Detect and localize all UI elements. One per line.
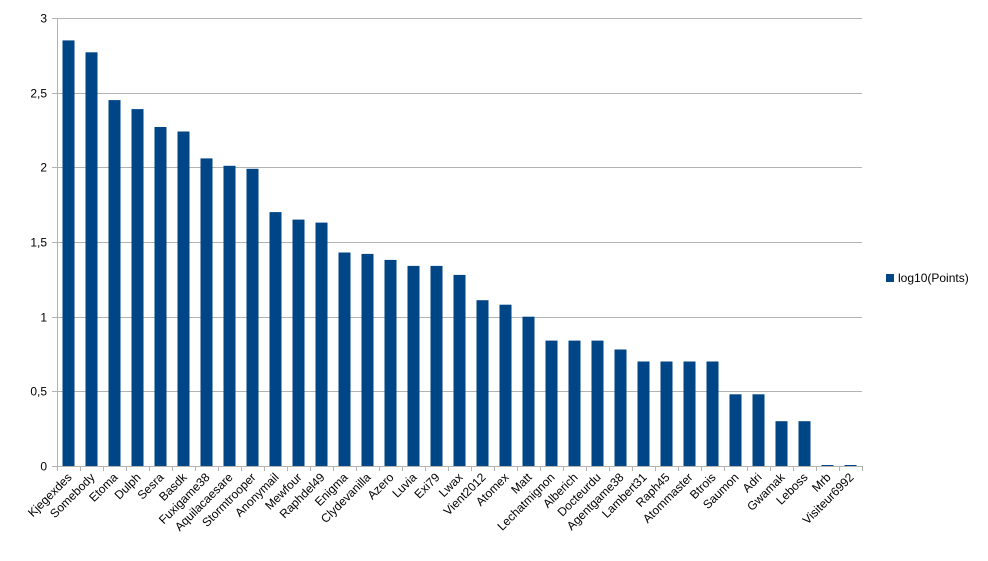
legend-label-log10-points: log10(Points) bbox=[898, 271, 969, 285]
bar-visiteur6992 bbox=[844, 465, 857, 466]
x-tick-label: Azero bbox=[365, 470, 397, 502]
bar-stormtrooper bbox=[246, 168, 259, 467]
bar-btrois bbox=[706, 361, 719, 466]
y-tick-label: 1,5 bbox=[30, 236, 47, 250]
bar-fuxigame38 bbox=[200, 158, 213, 466]
bar-alberich bbox=[568, 340, 581, 466]
bar-saumon bbox=[729, 394, 742, 466]
bar-kjegexdes bbox=[62, 40, 75, 467]
bar-clydevanilla bbox=[361, 253, 374, 466]
y-tick-label: 2,5 bbox=[30, 87, 47, 101]
bar-leboss bbox=[798, 421, 811, 466]
bar-luvia bbox=[407, 265, 420, 466]
bar-sesra bbox=[154, 127, 167, 466]
y-tick-label: 0,5 bbox=[30, 385, 47, 399]
bar-lambert31 bbox=[637, 361, 650, 466]
y-tick-label: 1 bbox=[40, 311, 47, 325]
bar-adri bbox=[752, 394, 765, 466]
bar-lwax bbox=[453, 274, 466, 466]
bar-atomex bbox=[499, 304, 512, 466]
legend: log10(Points) bbox=[886, 271, 969, 285]
bar-agentgame38 bbox=[614, 349, 627, 466]
bar-mrb bbox=[821, 465, 834, 466]
bar-gwamak bbox=[775, 421, 788, 466]
bar-atommaster bbox=[683, 361, 696, 466]
legend-swatch-log10-points bbox=[886, 274, 894, 282]
y-tick-label: 0 bbox=[40, 460, 47, 474]
bar-basdk bbox=[177, 131, 190, 466]
bar-aquilacaesare bbox=[223, 165, 236, 467]
bar-lechatmignon bbox=[545, 340, 558, 466]
bar-dulph bbox=[131, 109, 144, 466]
bars-layer bbox=[62, 40, 857, 467]
bar-somebody bbox=[85, 52, 98, 467]
bar-azero bbox=[384, 259, 397, 466]
x-tick-label: Exi79 bbox=[411, 470, 442, 501]
y-tick-label: 3 bbox=[40, 12, 47, 26]
bar-vient2012 bbox=[476, 300, 489, 466]
bar-raphdel49 bbox=[315, 222, 328, 466]
y-tick-label: 2 bbox=[40, 161, 47, 175]
bar-docteurdu bbox=[591, 340, 604, 466]
bar-mewfour bbox=[292, 219, 305, 466]
bar-anonymail bbox=[269, 212, 282, 466]
bar-enigma bbox=[338, 252, 351, 466]
bar-matt bbox=[522, 316, 535, 466]
bar-etoma bbox=[108, 100, 121, 466]
bar-raph45 bbox=[660, 361, 673, 466]
bar-exi79 bbox=[430, 265, 443, 466]
